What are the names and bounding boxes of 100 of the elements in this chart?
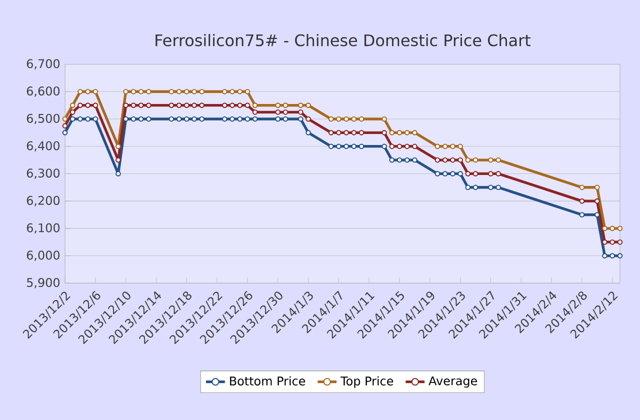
- point: [176, 88, 182, 94]
- point: [358, 116, 364, 122]
- point: [412, 144, 418, 150]
- y-tick-label: 6,400: [26, 141, 60, 152]
- point: [617, 239, 623, 245]
- point: [336, 144, 342, 150]
- point: [594, 212, 600, 218]
- point: [85, 102, 90, 108]
- point: [389, 130, 395, 136]
- y-tick-label: 6,000: [26, 250, 60, 261]
- point: [176, 102, 182, 108]
- point: [192, 116, 197, 122]
- point: [70, 116, 76, 122]
- point: [496, 157, 501, 163]
- point: [176, 116, 182, 122]
- point: [92, 116, 98, 122]
- point: [222, 116, 228, 122]
- legend-label: Average: [428, 376, 478, 388]
- point: [579, 198, 585, 204]
- point: [617, 226, 623, 232]
- point: [396, 157, 402, 163]
- point: [168, 116, 174, 122]
- point: [579, 184, 585, 190]
- point: [282, 116, 288, 122]
- point: [275, 109, 281, 115]
- y-tick-label: 6,200: [26, 196, 60, 206]
- point: [488, 184, 494, 190]
- chart-title: Ferrosilicon75# - Chinese Domestic Price Chart: [156, 34, 531, 46]
- point: [488, 157, 494, 163]
- point: [579, 212, 585, 218]
- point: [328, 116, 334, 122]
- point: [244, 116, 250, 122]
- point: [488, 171, 494, 176]
- point: [344, 130, 349, 136]
- point: [472, 171, 478, 176]
- y-tick-label: 6,300: [26, 168, 60, 179]
- point: [222, 102, 228, 108]
- point: [450, 157, 456, 163]
- point: [252, 102, 258, 108]
- point: [328, 130, 334, 136]
- y-tick-label: 6,100: [26, 223, 60, 234]
- point: [222, 88, 228, 94]
- point: [230, 102, 235, 108]
- point: [434, 171, 440, 176]
- point: [496, 184, 501, 190]
- point: [184, 88, 190, 94]
- point: [298, 102, 304, 108]
- point: [184, 102, 190, 108]
- point: [412, 130, 418, 136]
- point: [404, 130, 410, 136]
- point: [404, 157, 410, 163]
- point: [78, 88, 83, 94]
- point: [282, 109, 288, 115]
- point: [412, 157, 418, 163]
- point: [465, 157, 471, 163]
- point: [275, 102, 281, 108]
- point: [130, 116, 136, 122]
- point: [244, 88, 250, 94]
- point: [465, 171, 471, 176]
- point: [199, 102, 205, 108]
- point: [184, 116, 190, 122]
- point: [617, 253, 623, 258]
- point: [594, 184, 600, 190]
- point: [472, 157, 478, 163]
- point: [351, 130, 357, 136]
- point: [199, 88, 205, 94]
- point: [450, 171, 456, 176]
- point: [610, 253, 616, 258]
- point: [230, 116, 235, 122]
- point: [344, 144, 349, 150]
- y-tick-label: 6,500: [26, 114, 60, 124]
- point: [78, 102, 83, 108]
- point: [306, 116, 311, 122]
- point: [237, 102, 243, 108]
- point: [168, 102, 174, 108]
- point: [344, 116, 349, 122]
- point: [92, 88, 98, 94]
- y-tick-label: 5,900: [27, 278, 60, 288]
- point: [442, 144, 448, 150]
- point: [138, 116, 144, 122]
- point: [458, 171, 463, 176]
- point: [496, 171, 501, 176]
- point: [450, 144, 456, 150]
- point: [275, 116, 281, 122]
- point: [146, 88, 152, 94]
- point: [62, 116, 68, 122]
- point: [382, 144, 387, 150]
- point: [298, 109, 304, 115]
- point: [192, 102, 197, 108]
- point: [336, 130, 342, 136]
- point: [146, 116, 152, 122]
- point: [252, 109, 258, 115]
- point: [434, 144, 440, 150]
- point: [130, 102, 136, 108]
- point: [237, 116, 243, 122]
- point: [138, 102, 144, 108]
- point: [458, 157, 463, 163]
- point: [92, 102, 98, 108]
- point: [237, 88, 243, 94]
- point: [389, 144, 395, 150]
